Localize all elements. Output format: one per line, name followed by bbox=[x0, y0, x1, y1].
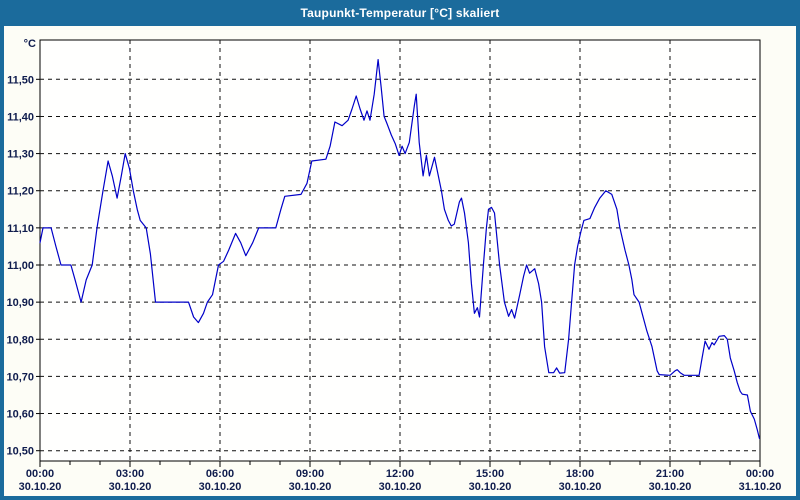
x-tick-date-label: 30.10.20 bbox=[649, 481, 692, 493]
x-tick-time-label: 12:00 bbox=[386, 468, 414, 480]
y-tick-label: 10,50 bbox=[6, 446, 34, 458]
x-tick-date-label: 30.10.20 bbox=[109, 481, 152, 493]
y-tick-label: 11,10 bbox=[7, 223, 34, 235]
y-tick-label: 11,40 bbox=[7, 111, 34, 123]
window-title: Taupunkt-Temperatur [°C] skaliert bbox=[300, 6, 500, 20]
temperature-series-line bbox=[39, 58, 761, 439]
y-tick-label: 10,60 bbox=[6, 409, 34, 421]
x-tick-time-label: 21:00 bbox=[656, 468, 684, 480]
x-tick-date-label: 31.10.20 bbox=[739, 481, 782, 493]
x-tick-date-label: 30.10.20 bbox=[199, 481, 242, 493]
x-grid-and-labels: 00:0030.10.2003:0030.10.2006:0030.10.200… bbox=[19, 40, 782, 493]
x-tick-time-label: 06:00 bbox=[206, 468, 234, 480]
y-tick-label: 11,00 bbox=[7, 260, 34, 272]
y-axis-unit-label: °C bbox=[24, 38, 36, 50]
x-tick-date-label: 30.10.20 bbox=[379, 481, 422, 493]
title-bar: Taupunkt-Temperatur [°C] skaliert bbox=[0, 0, 800, 26]
x-tick-date-label: 30.10.20 bbox=[559, 481, 602, 493]
x-tick-time-label: 00:00 bbox=[26, 468, 54, 480]
y-tick-label: 11,30 bbox=[7, 149, 34, 161]
x-tick-date-label: 30.10.20 bbox=[19, 481, 62, 493]
x-tick-date-label: 30.10.20 bbox=[469, 481, 512, 493]
y-tick-label: 11,20 bbox=[7, 186, 34, 198]
y-tick-label: 10,80 bbox=[6, 334, 34, 346]
x-tick-time-label: 15:00 bbox=[476, 468, 504, 480]
x-tick-time-label: 00:00 bbox=[746, 468, 774, 480]
x-tick-time-label: 03:00 bbox=[116, 468, 144, 480]
y-tick-label: 11,50 bbox=[7, 74, 34, 86]
x-tick-time-label: 09:00 bbox=[296, 468, 324, 480]
x-tick-time-label: 18:00 bbox=[566, 468, 594, 480]
y-tick-label: 10,70 bbox=[6, 371, 34, 383]
y-tick-label: 10,90 bbox=[6, 297, 34, 309]
x-tick-date-label: 30.10.20 bbox=[289, 481, 332, 493]
